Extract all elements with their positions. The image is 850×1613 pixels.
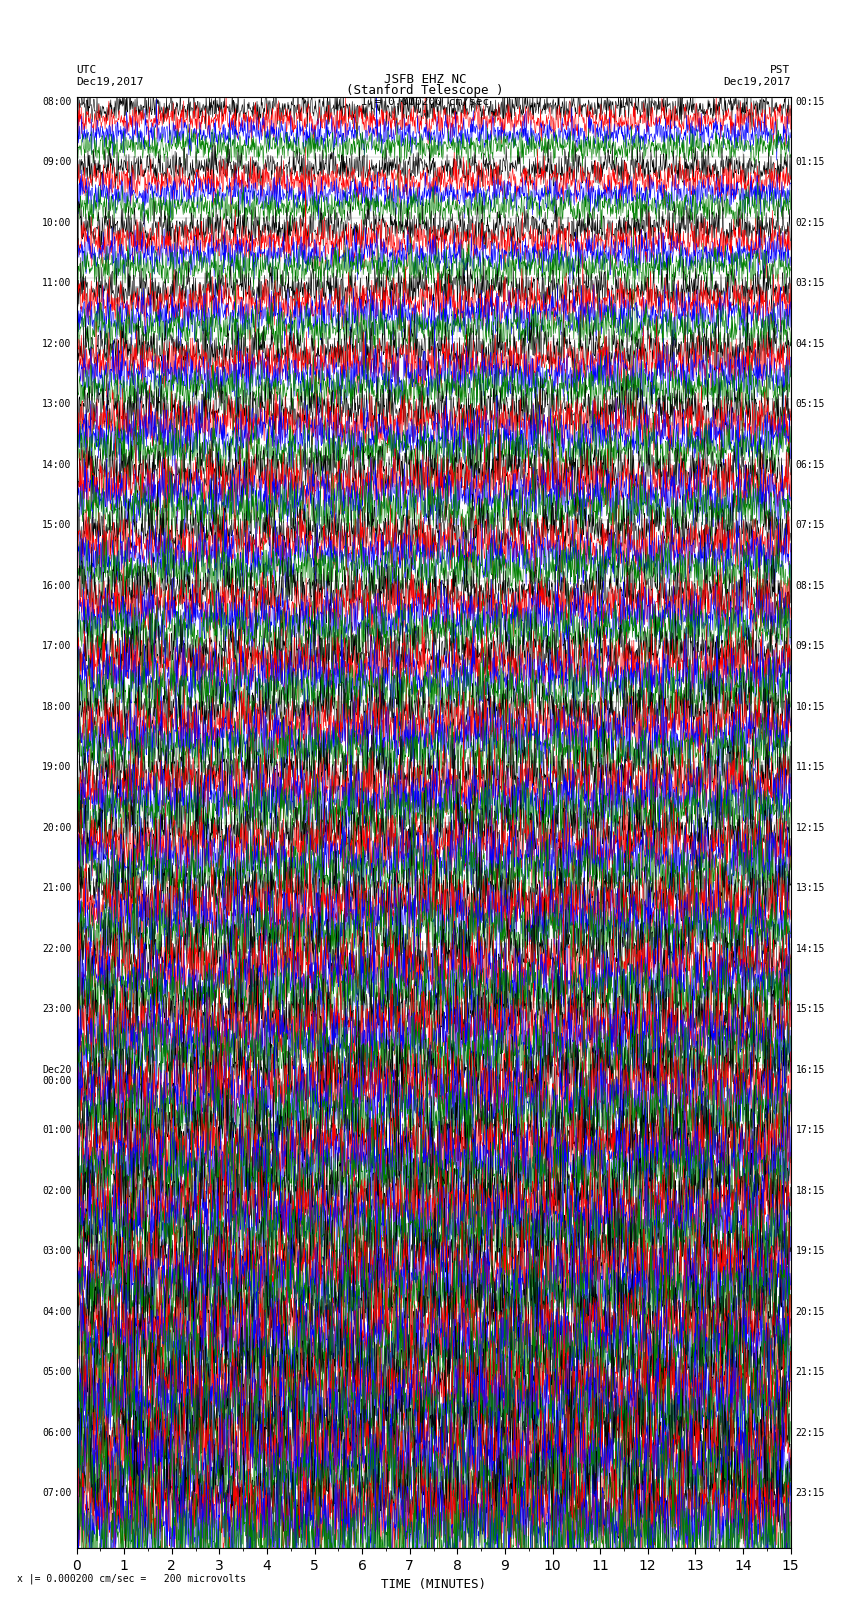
Text: Dec19,2017: Dec19,2017 — [76, 77, 144, 87]
Text: I = 0.000200 cm/sec: I = 0.000200 cm/sec — [361, 97, 489, 106]
Text: Dec19,2017: Dec19,2017 — [723, 77, 791, 87]
Text: x |= 0.000200 cm/sec =   200 microvolts: x |= 0.000200 cm/sec = 200 microvolts — [17, 1573, 246, 1584]
X-axis label: TIME (MINUTES): TIME (MINUTES) — [381, 1579, 486, 1592]
Text: (Stanford Telescope ): (Stanford Telescope ) — [346, 84, 504, 97]
Text: PST: PST — [770, 65, 790, 74]
Text: UTC: UTC — [76, 65, 97, 74]
Text: JSFB EHZ NC: JSFB EHZ NC — [383, 73, 467, 85]
